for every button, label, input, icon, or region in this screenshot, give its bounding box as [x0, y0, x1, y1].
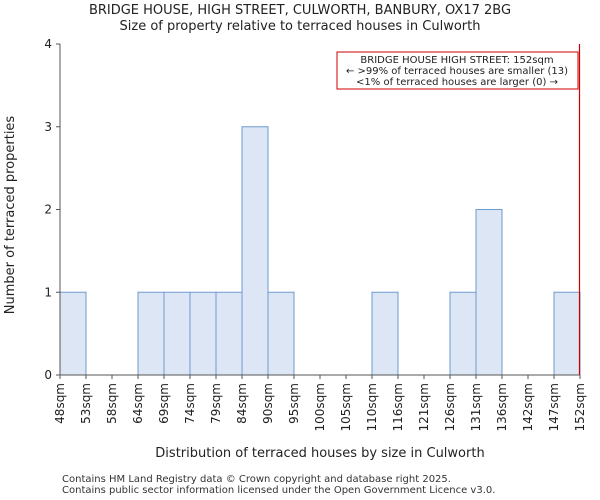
tick-labels: 0 1 2 3 4 48sqm 53sqm 58sqm 64sqm 69sqm 74sqm 79sqm…: [44, 37, 587, 431]
x-tick-label-116sqm: 116sqm: [391, 383, 405, 431]
x-tick-label-105sqm: 105sqm: [339, 383, 353, 431]
bar-74sqm: [189, 291, 217, 376]
footer-line-1: Contains HM Land Registry data © Crown c…: [62, 474, 451, 485]
y-tick-label-4: 4: [44, 37, 52, 51]
bar-110sqm: [371, 291, 399, 376]
x-tick-label-84sqm: 84sqm: [235, 383, 249, 424]
bar-84sqm: [241, 126, 269, 376]
bar-126sqm: [449, 291, 477, 376]
x-tick-label-121sqm: 121sqm: [417, 383, 431, 431]
bar-147sqm: [553, 291, 581, 376]
marker-annotation: BRIDGE HOUSE HIGH STREET: 152sqm ← >99% …: [336, 51, 579, 90]
y-axis-label: Number of terraced properties: [3, 116, 18, 315]
x-tick-label-74sqm: 74sqm: [183, 383, 197, 424]
annotation-box: [336, 51, 579, 90]
bar-48sqm: [59, 291, 87, 376]
bar-131sqm: [475, 209, 503, 376]
x-axis-label: Distribution of terraced houses by size …: [155, 446, 484, 461]
x-tick-label-69sqm: 69sqm: [157, 383, 171, 424]
chart-subtitle: Size of property relative to terraced ho…: [119, 19, 481, 34]
x-tick-label-53sqm: 53sqm: [79, 383, 93, 424]
bar-79sqm: [215, 291, 243, 376]
y-tick-label-0: 0: [44, 368, 52, 382]
x-tick-label-136sqm: 136sqm: [495, 383, 509, 431]
x-tick-label-110sqm: 110sqm: [365, 383, 379, 431]
x-tick-label-95sqm: 95sqm: [287, 383, 301, 424]
y-tick-label-3: 3: [44, 120, 52, 134]
axes: [56, 43, 581, 379]
x-tick-label-147sqm: 147sqm: [547, 383, 561, 431]
x-tick-label-64sqm: 64sqm: [131, 383, 145, 424]
chart-title: BRIDGE HOUSE, HIGH STREET, CULWORTH, BAN…: [88, 3, 512, 18]
bar-64sqm: [137, 291, 165, 376]
x-tick-label-142sqm: 142sqm: [521, 383, 535, 431]
x-tick-label-79sqm: 79sqm: [209, 383, 223, 424]
y-tick-label-1: 1: [44, 285, 52, 299]
bars: [59, 126, 581, 376]
x-tick-label-152sqm: 152sqm: [573, 383, 587, 431]
x-tick-label-48sqm: 48sqm: [53, 383, 67, 424]
x-tick-label-90sqm: 90sqm: [261, 383, 275, 424]
annotation-line-3: <1% of terraced houses are larger (0) →: [356, 77, 558, 88]
footer-line-2: Contains public sector information licen…: [62, 485, 496, 496]
y-tick-label-2: 2: [44, 203, 52, 217]
annotation-line-2: ← >99% of terraced houses are smaller (1…: [346, 66, 568, 77]
bar-69sqm: [163, 291, 191, 376]
x-tick-label-100sqm: 100sqm: [313, 383, 327, 431]
bar-90sqm: [267, 291, 295, 376]
annotation-line-1: BRIDGE HOUSE HIGH STREET: 152sqm: [360, 55, 553, 66]
x-tick-label-58sqm: 58sqm: [105, 383, 119, 424]
x-tick-label-131sqm: 131sqm: [469, 383, 483, 431]
x-tick-label-126sqm: 126sqm: [443, 383, 457, 431]
